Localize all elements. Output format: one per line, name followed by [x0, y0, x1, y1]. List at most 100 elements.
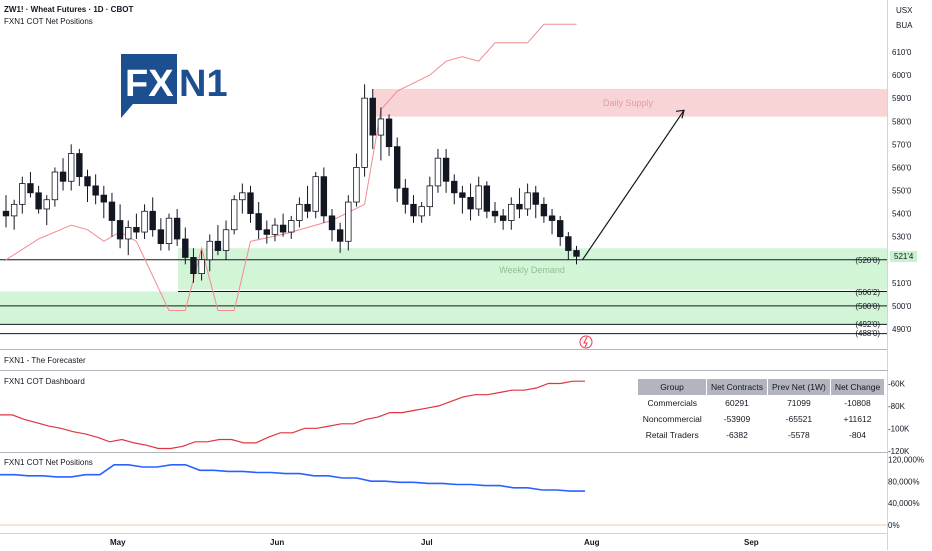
- candle: [206, 234, 213, 272]
- candle-body: [540, 203, 548, 217]
- candle-body: [198, 259, 205, 274]
- candle: [304, 185, 311, 219]
- candle: [410, 195, 417, 223]
- dashboard-title[interactable]: FXN1 COT Dashboard: [4, 377, 85, 386]
- alert-icon[interactable]: [579, 335, 593, 349]
- candle: [165, 213, 173, 251]
- axis-ticks: 610'0 600'0 590'0 580'0 570'0 560'0 550'0 540'0…: [888, 48, 924, 530]
- candle-body: [377, 118, 385, 136]
- forecaster-pane: FXN1 - The Forecaster: [0, 350, 888, 371]
- x-tick-aug: Aug: [584, 538, 600, 547]
- net-y-tick: 0%: [888, 521, 900, 530]
- row-net: -53909: [723, 414, 751, 424]
- candle: [426, 176, 433, 216]
- dashboard-y-tick: -120K: [888, 447, 910, 456]
- candle: [10, 199, 18, 230]
- candle-body: [328, 215, 336, 231]
- candle: [328, 208, 336, 242]
- level-label-500: (500'0): [855, 302, 880, 311]
- y-tick-label: 570'0: [892, 140, 912, 149]
- candle: [312, 172, 319, 219]
- candle: [247, 185, 254, 223]
- indicator-header[interactable]: FXN1 COT Net Positions: [4, 17, 93, 26]
- currency-label[interactable]: USX: [896, 6, 913, 15]
- candle-body: [68, 153, 75, 182]
- candle-body: [182, 238, 189, 258]
- candle-body: [353, 167, 360, 203]
- candle-body: [92, 185, 99, 196]
- y-tick-label: 540'0: [892, 210, 912, 219]
- candle-body: [190, 257, 197, 275]
- candle-body: [133, 227, 140, 233]
- candle: [475, 176, 482, 216]
- candle: [2, 195, 10, 228]
- weekly-demand-zone: [178, 248, 888, 290]
- y-tick-label: 510'0: [892, 279, 912, 288]
- candle-body: [565, 236, 572, 251]
- forecaster-title[interactable]: FXN1 - The Forecaster: [4, 356, 86, 365]
- candle-body: [100, 194, 107, 203]
- candle: [100, 185, 107, 219]
- candle: [84, 169, 91, 203]
- row-change: -10808: [844, 398, 871, 408]
- cot-table: Group Net Contracts Prev Net (1W) Net Ch…: [638, 379, 886, 443]
- candle-body: [385, 118, 393, 148]
- candle-body: [230, 199, 238, 231]
- candle: [157, 218, 165, 251]
- candle: [68, 144, 75, 191]
- candle: [230, 195, 238, 235]
- candle-body: [125, 227, 132, 240]
- candle: [263, 220, 270, 244]
- candle: [442, 148, 450, 193]
- candle: [320, 167, 328, 223]
- time-axis[interactable]: May Jun Jul Aug Sep: [0, 533, 888, 551]
- row-change: -804: [848, 430, 866, 440]
- candle: [35, 185, 42, 214]
- cot-net-positions-chart[interactable]: FXN1 COT Net Positions: [0, 453, 888, 533]
- price-chart[interactable]: Daily Supply Weekly Demand (520'0) (506'…: [0, 0, 888, 350]
- candle-body: [116, 220, 124, 240]
- candle-body: [263, 229, 270, 235]
- candle: [377, 107, 385, 161]
- candle-body: [173, 217, 181, 240]
- level-label-488: (488'0): [855, 329, 880, 338]
- candle-body: [279, 224, 287, 233]
- candle-body: [296, 203, 303, 221]
- candle: [524, 183, 531, 216]
- candle-body: [141, 210, 148, 233]
- level-label-506: (506'2): [855, 288, 880, 297]
- fxn1-logo: FX N1: [119, 52, 231, 120]
- candle: [255, 202, 262, 239]
- row-group: Noncommercial: [642, 414, 702, 424]
- candle: [214, 225, 222, 256]
- logo-fx: FX: [125, 63, 174, 105]
- y-tick-label: 500'0: [892, 302, 912, 311]
- cot-dashboard-chart[interactable]: FXN1 COT Dashboard: [0, 371, 888, 453]
- candle: [557, 215, 564, 246]
- candle-body: [255, 213, 262, 231]
- candle: [548, 208, 556, 235]
- candle-body: [369, 97, 376, 136]
- arrow-layer: [582, 109, 685, 261]
- candle: [540, 197, 548, 223]
- candle-body: [345, 201, 352, 242]
- y-tick-label: 600'0: [892, 71, 912, 80]
- candle-body: [312, 176, 319, 212]
- candle-body: [27, 183, 34, 194]
- y-tick-label: 550'0: [892, 187, 912, 196]
- unit-badge[interactable]: BUA: [896, 21, 913, 30]
- candle-body: [451, 180, 458, 194]
- candle: [149, 197, 156, 237]
- candle-body: [475, 185, 482, 210]
- last-price-badge: 521'4: [890, 251, 918, 262]
- price-axis[interactable]: USX BUA 521'4: [887, 0, 932, 550]
- zones-layer: [0, 88, 888, 325]
- lower-demand-zone: [0, 291, 888, 325]
- candle: [133, 213, 140, 239]
- symbol-title[interactable]: ZW1! · Wheat Futures · 1D · CBOT: [4, 5, 134, 14]
- net-positions-title[interactable]: FXN1 COT Net Positions: [4, 458, 93, 467]
- y-tick-label: 610'0: [892, 48, 912, 57]
- candle: [565, 232, 572, 260]
- candle: [459, 185, 466, 214]
- candle-body: [459, 192, 466, 198]
